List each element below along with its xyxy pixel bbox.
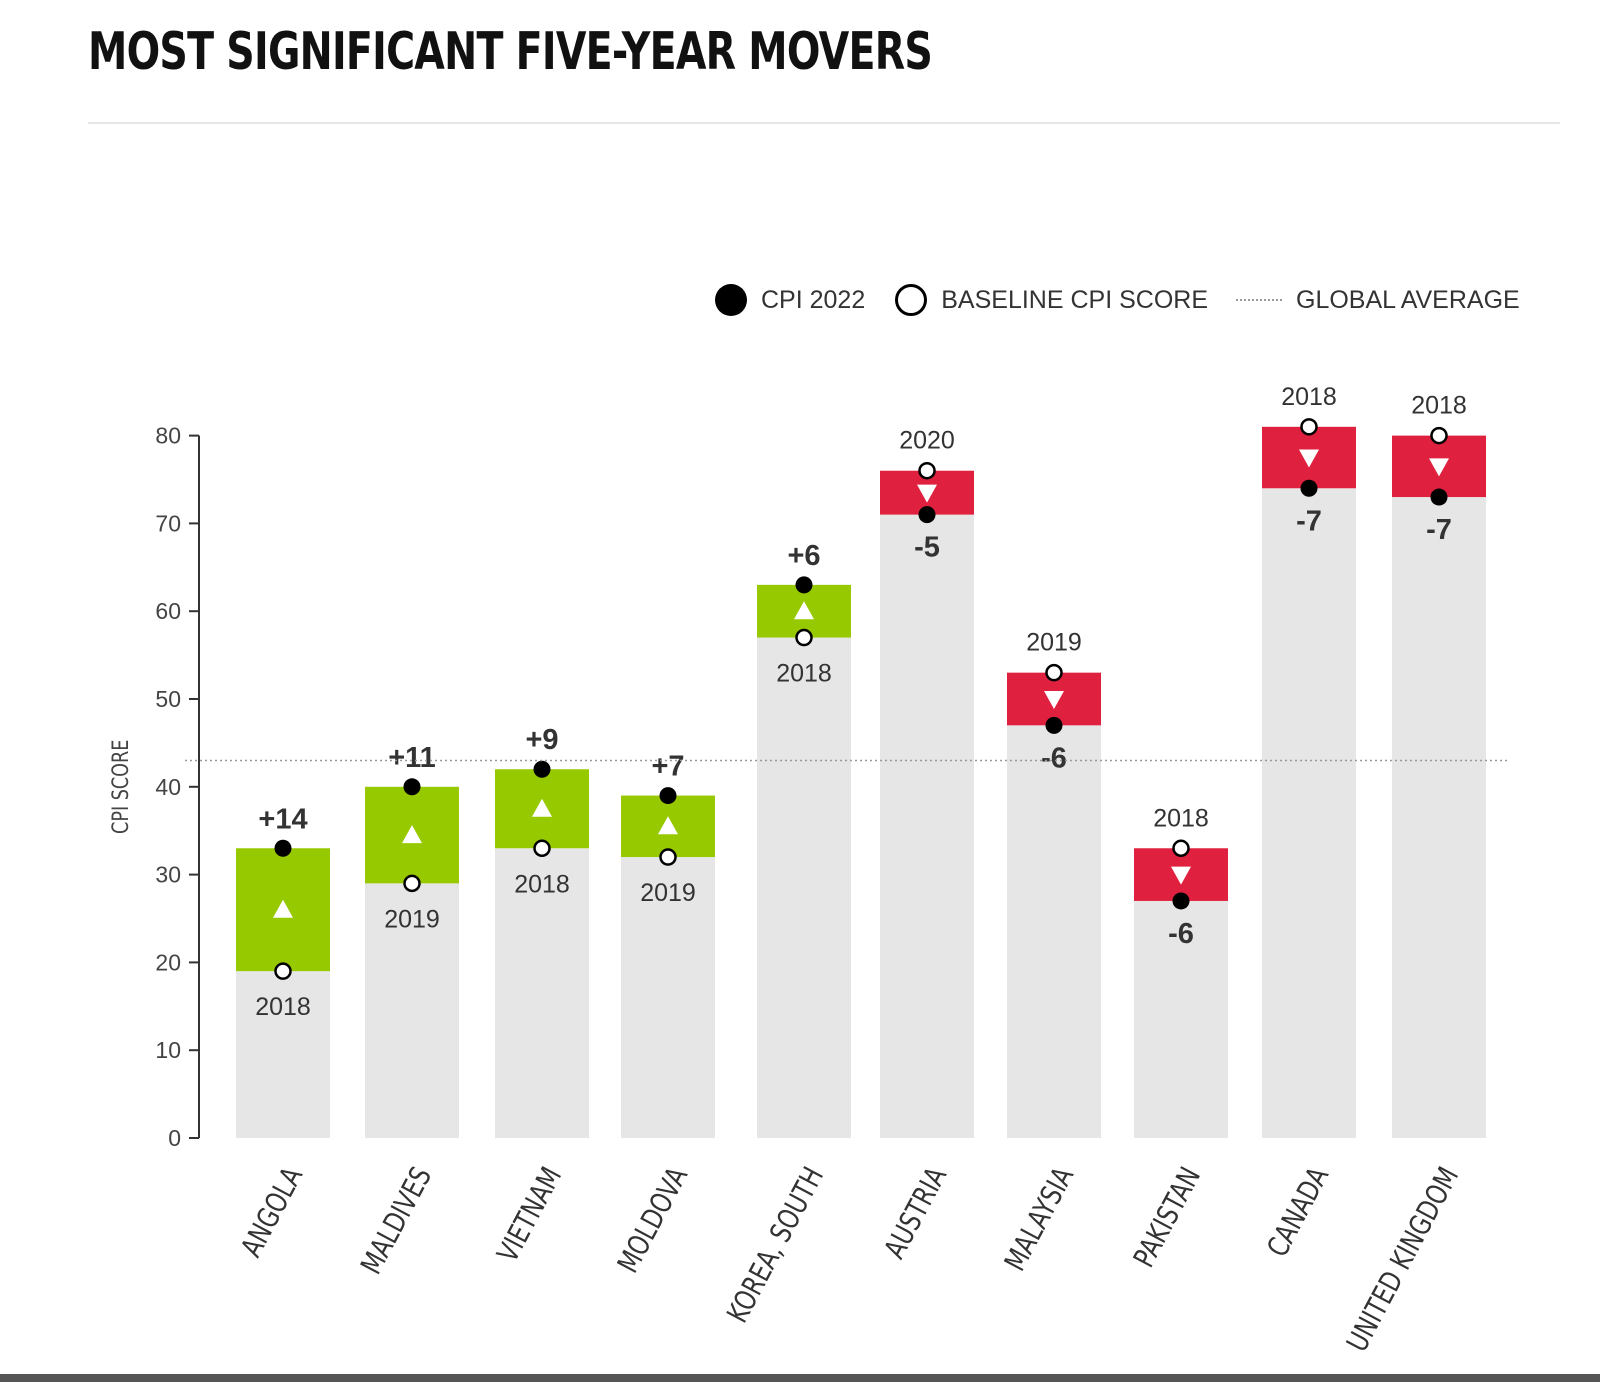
baseline-point	[795, 628, 813, 647]
category-label: MALAYSIA	[999, 1162, 1081, 1277]
down-arrow-icon	[1429, 458, 1449, 477]
y-tick-label-30: 30	[155, 862, 181, 888]
bottom-scrollbar-track	[0, 1374, 1600, 1382]
change-label: +6	[787, 540, 820, 572]
bar-background	[495, 848, 589, 1138]
change-label: -5	[914, 532, 940, 564]
baseline-legend-marker	[895, 284, 928, 316]
bar-background	[1262, 488, 1356, 1138]
cpi-2022-point	[659, 787, 677, 805]
up-arrow-icon	[532, 798, 552, 817]
y-tick-label-70: 70	[155, 510, 181, 536]
y-tick-label-10: 10	[155, 1037, 181, 1063]
baseline-point	[274, 962, 292, 980]
legend: CPI 2022 BASELINE CPI SCORE GLOBAL AVERA…	[715, 278, 1520, 322]
up-arrow-icon	[794, 601, 814, 620]
bar-background	[1134, 900, 1228, 1138]
category-label: KOREA, SOUTH	[721, 1162, 831, 1328]
y-tick-label-60: 60	[155, 598, 181, 624]
global-average-legend-label: GLOBAL AVERAGE	[1296, 285, 1520, 314]
cpi-2022-point	[1172, 892, 1190, 910]
baseline-year-label: 2018	[776, 660, 832, 688]
baseline-year-label: 2019	[640, 879, 696, 907]
baseline-year-label: 2018	[514, 870, 570, 898]
change-label: -7	[1426, 514, 1452, 546]
bar-background	[1007, 725, 1101, 1138]
baseline-year-label: 2020	[899, 427, 955, 455]
bar-background	[757, 637, 851, 1138]
change-label: +7	[651, 751, 684, 783]
title-divider	[88, 122, 1560, 124]
bar-background	[365, 883, 459, 1138]
cpi-2022-point	[1300, 479, 1318, 497]
baseline-point	[1172, 839, 1190, 858]
up-arrow-icon	[658, 816, 678, 835]
cpi-2022-legend-marker	[715, 284, 747, 316]
category-label: AUSTRIA	[878, 1162, 954, 1264]
baseline-year-label: 2018	[1153, 804, 1209, 832]
baseline-year-label: 2018	[1281, 383, 1337, 411]
change-label: -6	[1168, 918, 1194, 950]
baseline-year-label: 2018	[255, 993, 311, 1021]
cpi-2022-point	[533, 760, 551, 778]
cpi-2022-point	[1045, 716, 1063, 734]
category-label: VIETNAM	[491, 1162, 568, 1268]
baseline-point	[1300, 418, 1318, 436]
category-label: PAKISTAN	[1128, 1162, 1208, 1273]
up-arrow-icon	[402, 825, 422, 844]
change-label: -6	[1041, 742, 1067, 774]
cpi-2022-point	[403, 778, 421, 796]
bar-background	[880, 514, 974, 1138]
cpi-2022-point	[795, 576, 813, 594]
cpi-2022-legend-label: CPI 2022	[761, 285, 866, 314]
baseline-point	[659, 848, 677, 866]
y-axis-label: CPI SCORE	[108, 740, 133, 834]
down-arrow-icon	[1171, 866, 1191, 885]
bar-background	[1392, 497, 1486, 1138]
down-arrow-icon	[917, 484, 937, 503]
y-tick-label-50: 50	[155, 686, 181, 712]
baseline-year-label: 2019	[1026, 629, 1082, 657]
y-tick-label-0: 0	[168, 1125, 181, 1151]
category-label: UNITED KINGDOM	[1341, 1162, 1466, 1357]
baseline-point	[1045, 663, 1063, 682]
baseline-point	[403, 874, 421, 893]
category-label: MOLDOVA	[612, 1162, 695, 1279]
y-tick-label-20: 20	[155, 949, 181, 975]
category-label: MALDIVES	[355, 1162, 439, 1280]
up-arrow-icon	[273, 899, 293, 918]
change-label: +14	[258, 803, 307, 835]
change-label: +9	[525, 724, 558, 756]
bar-background	[236, 971, 330, 1138]
category-label: ANGOLA	[235, 1162, 310, 1263]
change-label: -7	[1296, 505, 1322, 537]
baseline-point	[1430, 426, 1448, 445]
global-average-legend-line	[1236, 299, 1282, 301]
y-tick-label-80: 80	[155, 423, 181, 449]
change-label: +11	[388, 742, 436, 774]
y-tick-label-40: 40	[155, 774, 181, 800]
cpi-2022-point	[918, 506, 936, 524]
bar-background	[621, 857, 715, 1138]
page-title: MOST SIGNIFICANT FIVE-YEAR MOVERS	[88, 22, 933, 82]
baseline-legend-label: BASELINE CPI SCORE	[941, 285, 1208, 314]
down-arrow-icon	[1299, 449, 1319, 468]
cpi-2022-point	[1430, 488, 1448, 506]
down-arrow-icon	[1044, 691, 1064, 709]
baseline-year-label: 2019	[384, 905, 440, 933]
category-label: CANADA	[1261, 1162, 1336, 1263]
baseline-point	[533, 839, 551, 858]
baseline-point	[918, 461, 936, 480]
baseline-year-label: 2018	[1411, 392, 1467, 420]
cpi-2022-point	[274, 839, 292, 857]
